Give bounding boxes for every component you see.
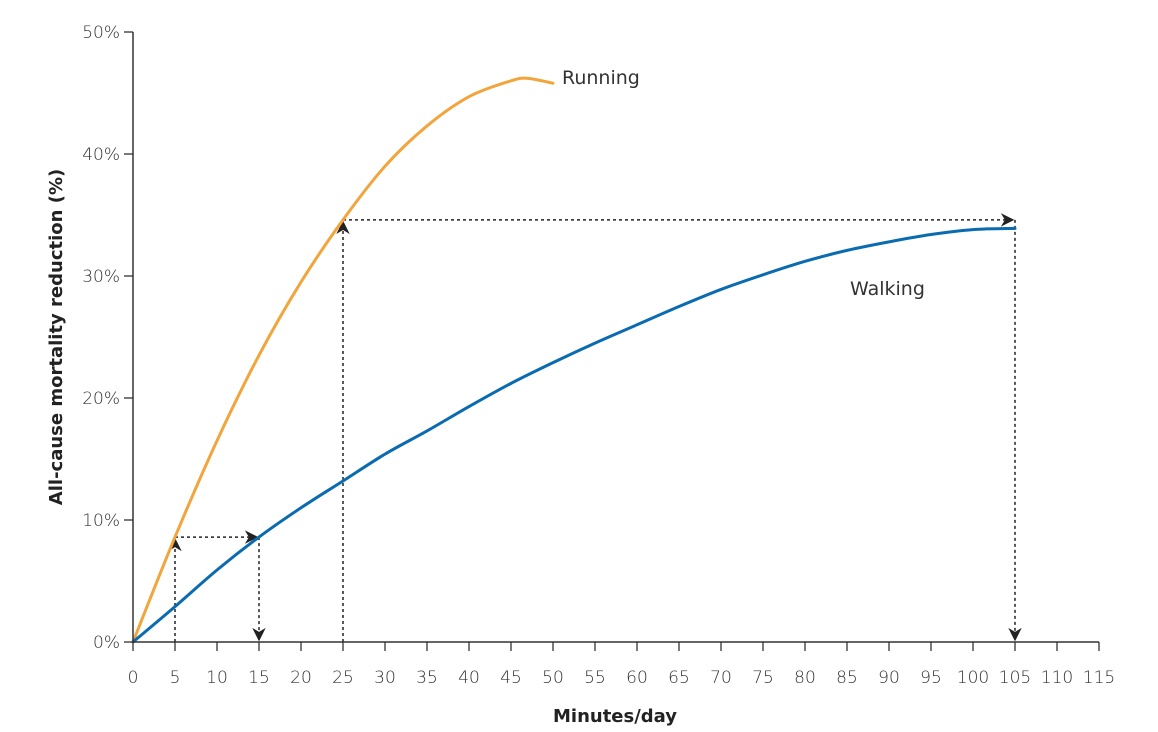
y-tick-label: 40%: [82, 145, 120, 165]
x-tick-label: 65: [668, 668, 690, 688]
x-tick-label: 105: [999, 668, 1031, 688]
y-axis-title: All-cause mortality reduction (%): [46, 169, 67, 505]
x-tick-label: 10: [206, 668, 228, 688]
series-line-walking: [131, 226, 1017, 644]
series-label-running: Running: [562, 67, 640, 89]
x-tick-label: 5: [170, 668, 181, 688]
x-tick-label: 55: [584, 668, 606, 688]
x-tick-label: 35: [416, 668, 438, 688]
annotation-arrows: [168, 213, 1022, 642]
x-tick-label: 90: [878, 668, 900, 688]
x-tick-label: 75: [752, 668, 774, 688]
x-tick-label: 85: [836, 668, 858, 688]
x-tick-label: 20: [290, 668, 312, 688]
x-tick-label: 50: [542, 668, 564, 688]
x-tick-label: 70: [710, 668, 732, 688]
series-line-running: [131, 76, 555, 644]
x-tick-label: 100: [957, 668, 989, 688]
series-lines: [131, 76, 1017, 644]
x-tick-label: 40: [458, 668, 480, 688]
x-tick-label: 30: [374, 668, 396, 688]
x-tick-label: 110: [1041, 668, 1073, 688]
series-label-walking: Walking: [850, 278, 925, 300]
x-tick-label: 115: [1083, 668, 1115, 688]
y-tick-label: 20%: [82, 389, 120, 409]
x-tick-label: 60: [626, 668, 648, 688]
axes: 0 5 10 15 20 25 30 35 40 45 50 55 60 65 70 75 80 85 90 95 10…: [82, 23, 1115, 688]
x-tick-label: 25: [332, 668, 354, 688]
y-tick-label: 0%: [93, 633, 120, 653]
x-tick-label: 0: [128, 668, 139, 688]
x-tick-label: 95: [920, 668, 942, 688]
x-tick-label: 45: [500, 668, 522, 688]
x-axis-title: Minutes/day: [553, 706, 677, 727]
y-tick-label: 50%: [82, 23, 120, 43]
x-tick-label: 15: [248, 668, 270, 688]
y-tick-label: 30%: [82, 267, 120, 287]
y-tick-label: 10%: [82, 511, 120, 531]
x-tick-label: 80: [794, 668, 816, 688]
